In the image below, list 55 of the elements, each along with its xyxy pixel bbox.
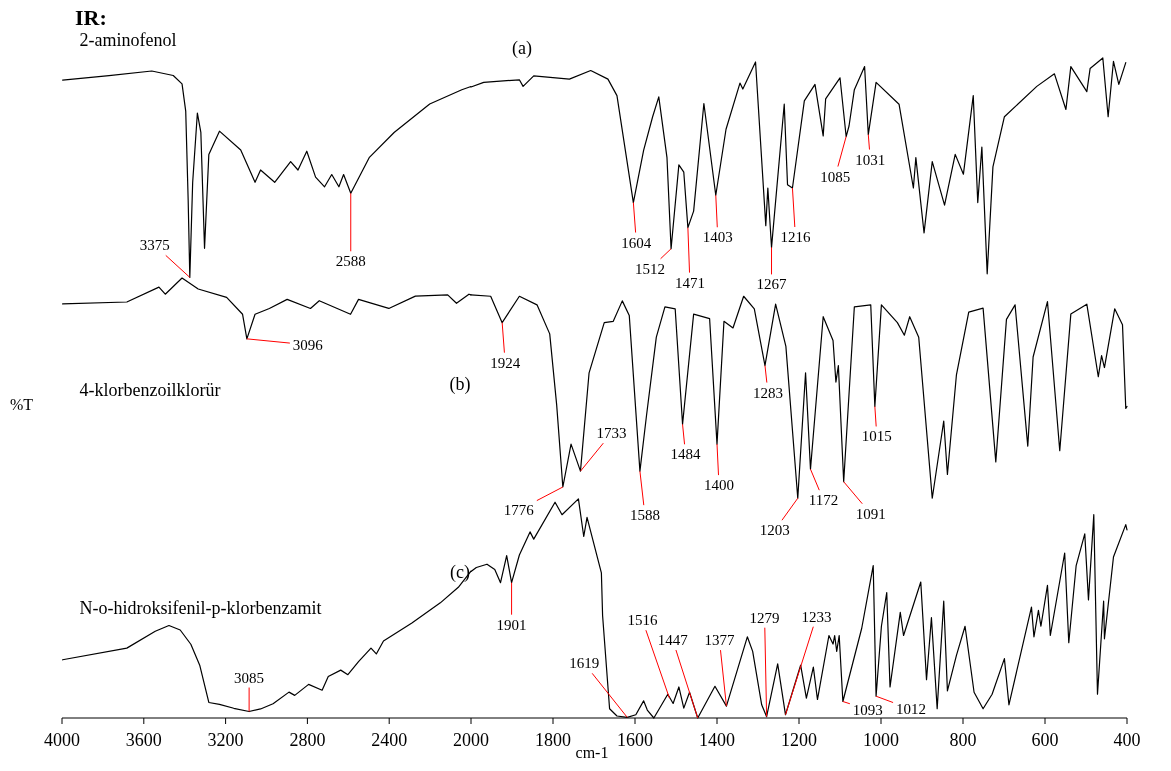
annotation: 1604 [621,234,652,251]
series-label: 2-aminofenol [79,30,177,51]
x-tick-label: 2000 [453,730,489,750]
annotation: 1172 [808,492,839,509]
annotation: (a) [512,38,532,59]
annotation: 1216 [780,229,811,246]
x-tick-label: 1400 [699,730,735,750]
x-tick-label: 3200 [207,730,244,750]
annotation: 1233 [801,608,832,625]
annotation: 1619 [569,655,600,672]
annotation: 1516 [627,612,658,629]
annotation: 1588 [629,507,660,524]
annotation: 1377 [704,632,735,649]
annotation: 1012 [896,701,927,718]
annotation: 3096 [292,336,324,353]
chart-title: IR: [75,5,107,30]
annotation: 1085 [820,168,851,185]
annotation: 1901 [496,616,527,633]
annotation: 2588 [335,253,366,270]
annotation: 1093 [852,701,883,718]
x-tick-label: 1800 [535,730,571,750]
annotation: 3375 [139,237,170,254]
annotation: 1471 [674,274,705,291]
series-label: N-o-hidroksifenil-p-klorbenzamit [79,597,322,618]
x-axis-title: cm-1 [575,744,609,761]
annotation: (c) [450,562,470,583]
annotation: 1203 [759,522,790,539]
annotation: 1091 [855,505,886,522]
x-tick-label: 800 [949,730,977,750]
annotation: (b) [449,374,471,395]
x-tick-label: 2800 [289,730,326,750]
annotation: 1512 [635,260,666,277]
annotation: 1447 [657,632,689,648]
annotation: 1015 [861,428,892,445]
x-tick-label: 1000 [863,730,899,750]
x-tick-label: 600 [1031,730,1059,750]
annotation: 3085 [234,669,265,686]
x-tick-label: 2400 [371,730,408,750]
annotation: 1484 [670,446,702,463]
annotation: 1776 [503,502,535,518]
annotation: 1403 [702,229,733,246]
x-tick-label: 3600 [125,730,162,750]
x-tick-label: 4000 [44,730,80,750]
annotation: 1267 [756,276,788,293]
x-tick-label: 1200 [781,730,817,750]
annotation: 1279 [749,609,780,626]
text: 4-klorbenzoilklorür [79,379,221,400]
annotation: 1733 [596,425,627,442]
annotation: 1924 [490,354,521,371]
annotation: 1031 [855,151,886,168]
x-tick-label: 1600 [617,730,653,750]
x-tick-label: 400 [1113,730,1141,750]
y-axis-title: %T [10,396,34,413]
annotation: 1283 [752,384,783,401]
annotation: 1400 [704,477,734,494]
